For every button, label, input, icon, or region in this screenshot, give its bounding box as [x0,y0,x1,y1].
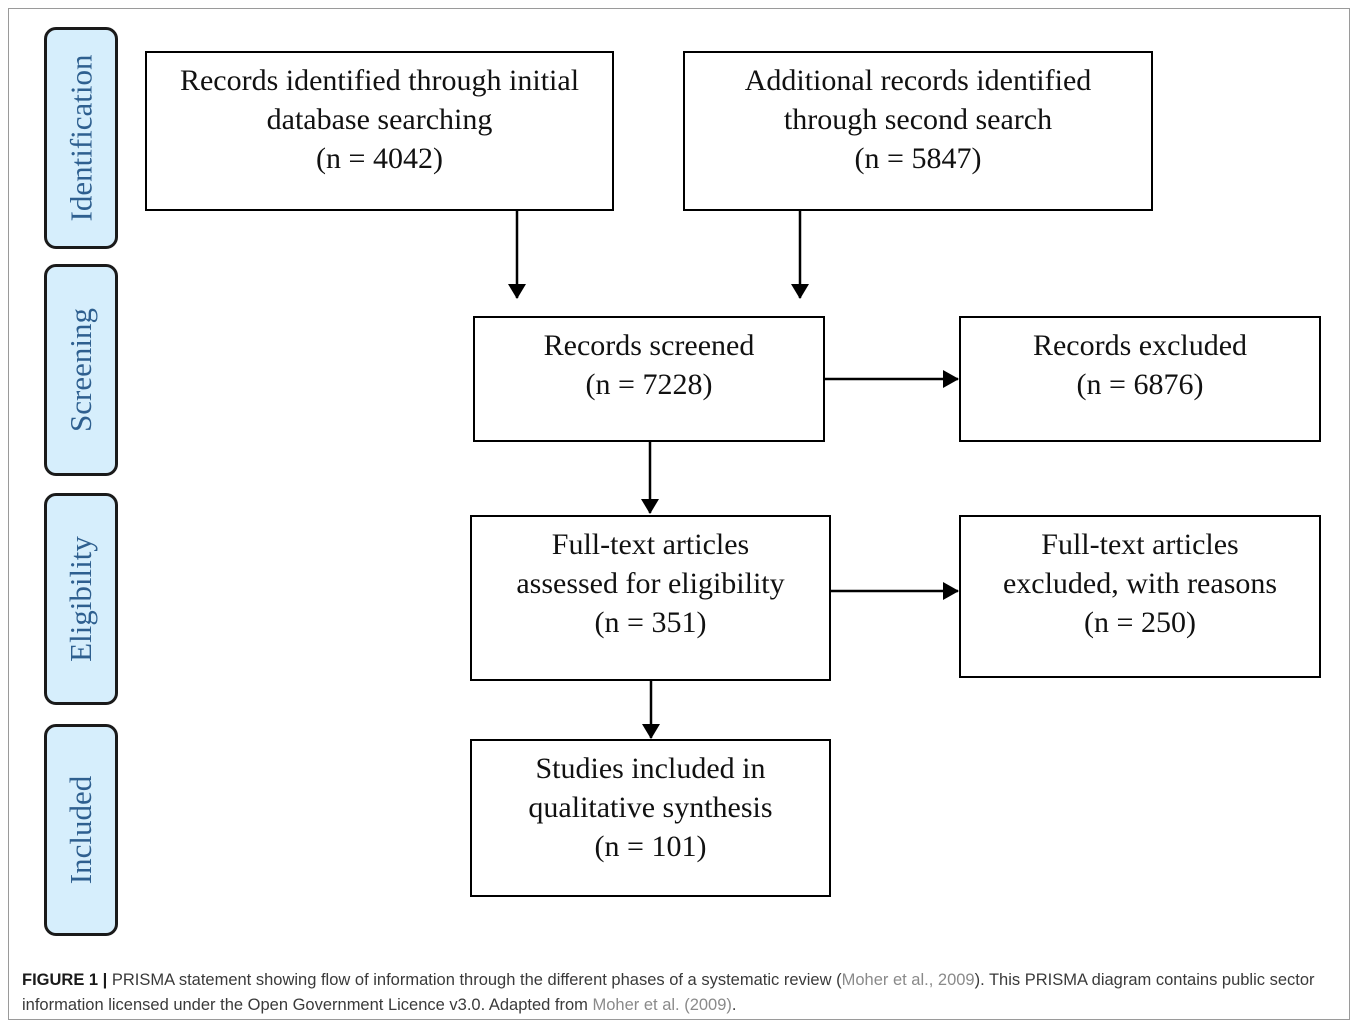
box-records-screened-count: (n = 7228) [585,368,713,401]
box-studies-included-count: (n = 101) [594,830,707,863]
box-second-search-line-1: Additional records identified [744,64,1092,97]
figure-caption: FIGURE 1 | PRISMA statement showing flow… [22,968,1340,1018]
box-second-search-line-2: through second search [783,103,1053,136]
box-initial-search-line-1: Records identified through initial [179,64,580,97]
caption-text-3: . [731,996,737,1014]
caption-label: FIGURE 1 | [22,971,108,989]
box-studies-included-line-2: qualitative synthesis [528,791,773,824]
box-fulltext-excluded-line-1: Full-text articles [1041,528,1239,561]
arrow-initial-to-screened [508,211,526,299]
caption-text-1: PRISMA statement showing flow of informa… [107,971,842,989]
phase-eligibility: Eligibility [44,493,118,705]
box-second-search: Additional records identified through se… [683,51,1153,211]
box-records-excluded-line-1: Records excluded [1032,329,1248,362]
box-records-screened-line-1: Records screened [543,329,755,362]
box-initial-search-line-2: database searching [266,103,493,136]
box-initial-search: Records identified through initial datab… [145,51,614,211]
arrow-fulltext-to-included [642,681,660,739]
caption-ref-2[interactable]: Moher et al. (2009) [592,996,732,1014]
box-fulltext-assessed-line-1: Full-text articles [551,528,750,561]
box-fulltext-excluded-count: (n = 250) [1084,606,1196,639]
box-fulltext-assessed: Full-text articles assessed for eligibil… [470,515,831,681]
arrow-fulltext-to-excluded [831,582,959,600]
phase-identification: Identification [44,27,118,249]
box-second-search-count: (n = 5847) [854,142,982,175]
box-fulltext-excluded-line-2: excluded, with reasons [1002,567,1278,600]
phase-included: Included [44,724,118,936]
phase-screening: Screening [44,264,118,476]
caption-ref-1[interactable]: Moher et al., 2009 [841,971,975,989]
box-initial-search-count: (n = 4042) [316,142,443,175]
box-studies-included-line-1: Studies included in [535,752,766,785]
caption-text-2: ). This PRISMA diagram contains public s… [22,971,1315,1014]
box-fulltext-excluded: Full-text articles excluded, with reason… [959,515,1321,678]
box-records-excluded-count: (n = 6876) [1076,368,1204,401]
box-fulltext-assessed-count: (n = 351) [594,606,707,639]
arrow-screened-to-fulltext [641,442,659,514]
box-studies-included: Studies included in qualitative synthesi… [470,739,831,897]
box-fulltext-assessed-line-2: assessed for eligibility [516,567,785,600]
box-records-excluded: Records excluded (n = 6876) [959,316,1321,442]
arrow-screened-to-excluded [825,370,959,388]
box-records-screened: Records screened (n = 7228) [473,316,825,442]
arrow-second-to-screened [791,211,809,299]
